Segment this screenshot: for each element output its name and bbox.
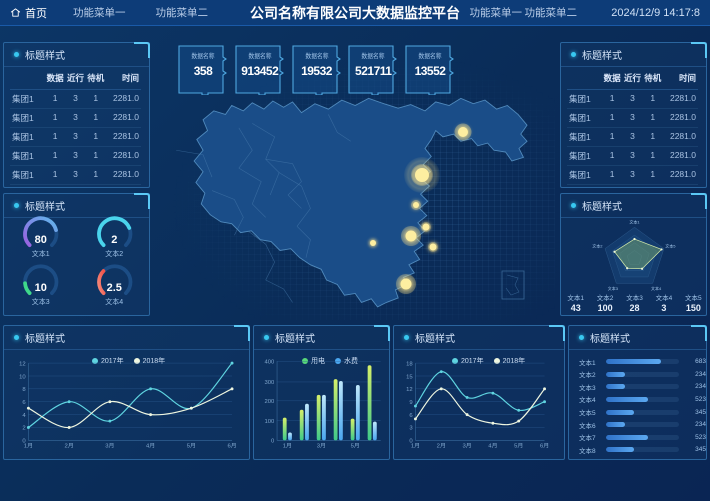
svg-text:9: 9 bbox=[409, 400, 412, 406]
svg-text:6月: 6月 bbox=[540, 443, 549, 450]
svg-text:2月: 2月 bbox=[437, 443, 446, 450]
svg-text:6: 6 bbox=[409, 413, 413, 419]
svg-text:2月: 2月 bbox=[65, 443, 74, 450]
svg-text:400: 400 bbox=[264, 360, 275, 366]
svg-text:文本2: 文本2 bbox=[592, 243, 603, 249]
svg-text:3月: 3月 bbox=[317, 443, 326, 450]
svg-text:4月: 4月 bbox=[488, 443, 497, 450]
svg-text:3月: 3月 bbox=[105, 443, 114, 450]
svg-text:6: 6 bbox=[22, 400, 26, 406]
svg-text:1月: 1月 bbox=[411, 443, 420, 450]
svg-text:1月: 1月 bbox=[283, 443, 292, 450]
svg-text:文本3: 文本3 bbox=[608, 285, 619, 291]
svg-text:100: 100 bbox=[264, 419, 275, 425]
svg-text:12: 12 bbox=[406, 387, 413, 393]
svg-text:5月: 5月 bbox=[514, 443, 523, 450]
svg-text:6月: 6月 bbox=[227, 443, 236, 450]
svg-text:5月: 5月 bbox=[351, 443, 360, 450]
svg-text:12: 12 bbox=[19, 361, 26, 367]
svg-text:文本1: 文本1 bbox=[629, 219, 640, 225]
svg-text:3: 3 bbox=[409, 426, 413, 432]
svg-text:200: 200 bbox=[264, 399, 275, 405]
svg-text:3月: 3月 bbox=[463, 443, 472, 450]
svg-text:300: 300 bbox=[264, 380, 275, 386]
svg-text:1月: 1月 bbox=[24, 443, 33, 450]
svg-text:15: 15 bbox=[406, 374, 413, 380]
svg-text:0: 0 bbox=[271, 439, 275, 445]
svg-text:10: 10 bbox=[19, 374, 26, 380]
svg-text:8: 8 bbox=[22, 387, 26, 393]
svg-text:18: 18 bbox=[406, 361, 413, 367]
svg-text:2: 2 bbox=[22, 426, 25, 432]
svg-text:5月: 5月 bbox=[187, 443, 196, 450]
svg-text:文本5: 文本5 bbox=[665, 243, 676, 249]
svg-text:文本4: 文本4 bbox=[651, 285, 662, 291]
svg-text:4: 4 bbox=[22, 413, 26, 419]
svg-text:4月: 4月 bbox=[146, 443, 155, 450]
